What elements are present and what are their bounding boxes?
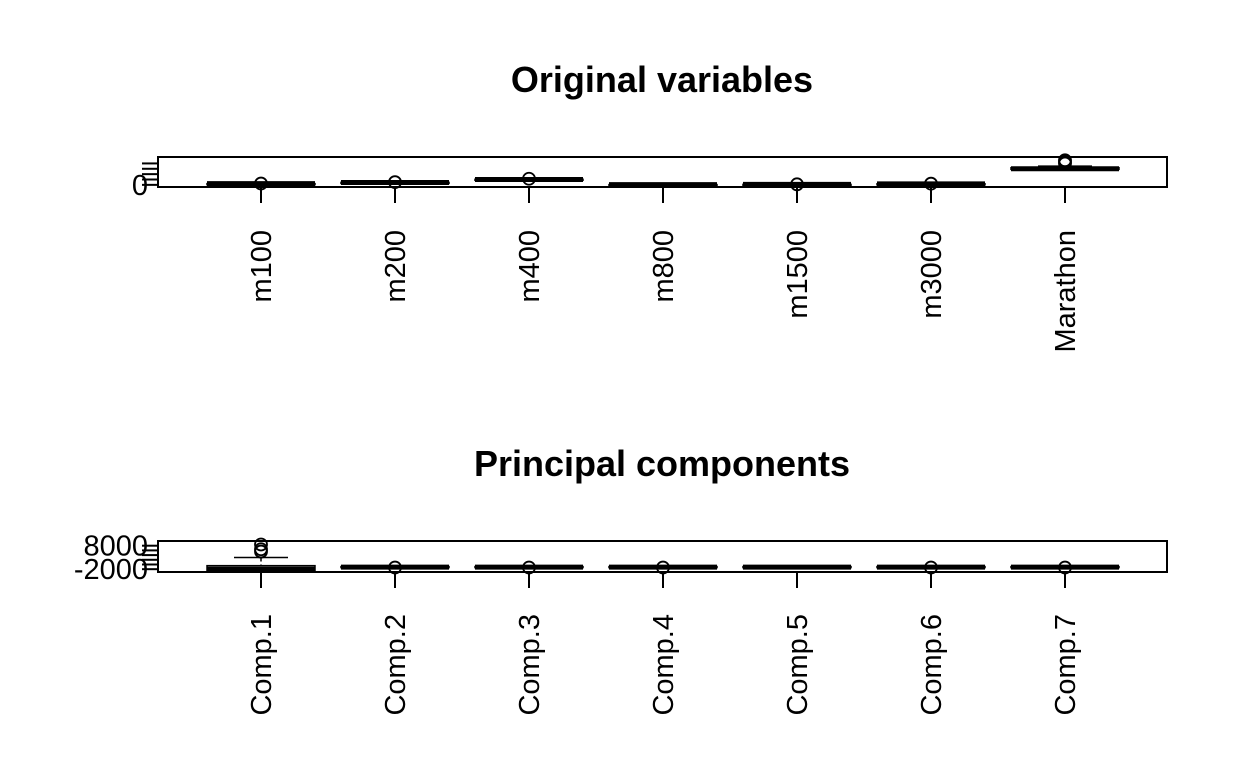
box-marks bbox=[206, 153, 1120, 192]
outlier-point bbox=[254, 542, 268, 557]
chart-title: Principal components bbox=[474, 443, 850, 484]
box-m100 bbox=[206, 176, 316, 191]
x-tick-label: m3000 bbox=[916, 230, 948, 319]
x-tick-label: Comp.7 bbox=[1050, 614, 1082, 716]
box-comp-1 bbox=[206, 537, 316, 572]
x-tick-label: m800 bbox=[648, 230, 680, 303]
box-comp-7 bbox=[1010, 560, 1120, 575]
x-tick-label: m200 bbox=[380, 230, 412, 303]
x-tick-label: Comp.3 bbox=[514, 614, 546, 716]
outlier-point bbox=[1058, 153, 1072, 168]
y-tick-label: -2000 bbox=[74, 554, 148, 586]
x-axis: Comp.1 Comp.2 Comp.3 Comp.4 Comp.5 Comp.6 Comp… bbox=[246, 572, 1082, 716]
x-tick-label: Comp.2 bbox=[380, 614, 412, 716]
box-comp-6 bbox=[876, 560, 986, 575]
y-tick-label: 8000 bbox=[83, 531, 148, 563]
box-comp-2 bbox=[340, 560, 450, 575]
box-marks bbox=[206, 537, 1120, 575]
x-axis: m100 m200 m400 m800 m1500 m3000 Marathon bbox=[246, 187, 1082, 353]
box-m200 bbox=[340, 175, 450, 190]
x-tick-label: Comp.4 bbox=[648, 614, 680, 716]
x-tick-label: m1500 bbox=[782, 230, 814, 319]
box-marathon bbox=[1010, 153, 1120, 172]
box-comp-4 bbox=[608, 560, 718, 575]
box-comp-3 bbox=[474, 560, 584, 575]
outlier-point bbox=[254, 537, 268, 552]
outlier-point bbox=[522, 171, 536, 186]
box-m3000 bbox=[876, 176, 986, 191]
y-tick-label: 0 bbox=[132, 170, 148, 202]
box-comp-5 bbox=[742, 564, 852, 570]
x-tick-label: m400 bbox=[514, 230, 546, 303]
x-tick-label: Marathon bbox=[1050, 230, 1082, 353]
y-axis: 0 bbox=[132, 162, 158, 202]
box-m800 bbox=[608, 182, 718, 188]
box-m400 bbox=[474, 171, 584, 186]
x-tick-label: Comp.6 bbox=[916, 614, 948, 716]
x-tick-label: Comp.5 bbox=[782, 614, 814, 716]
chart-title: Original variables bbox=[511, 59, 813, 100]
x-tick-label: Comp.1 bbox=[246, 614, 278, 716]
panel-original-variables: Original variables 0 m100 m200 m400 m800 m15… bbox=[132, 59, 1168, 353]
x-tick-label: m100 bbox=[246, 230, 278, 303]
